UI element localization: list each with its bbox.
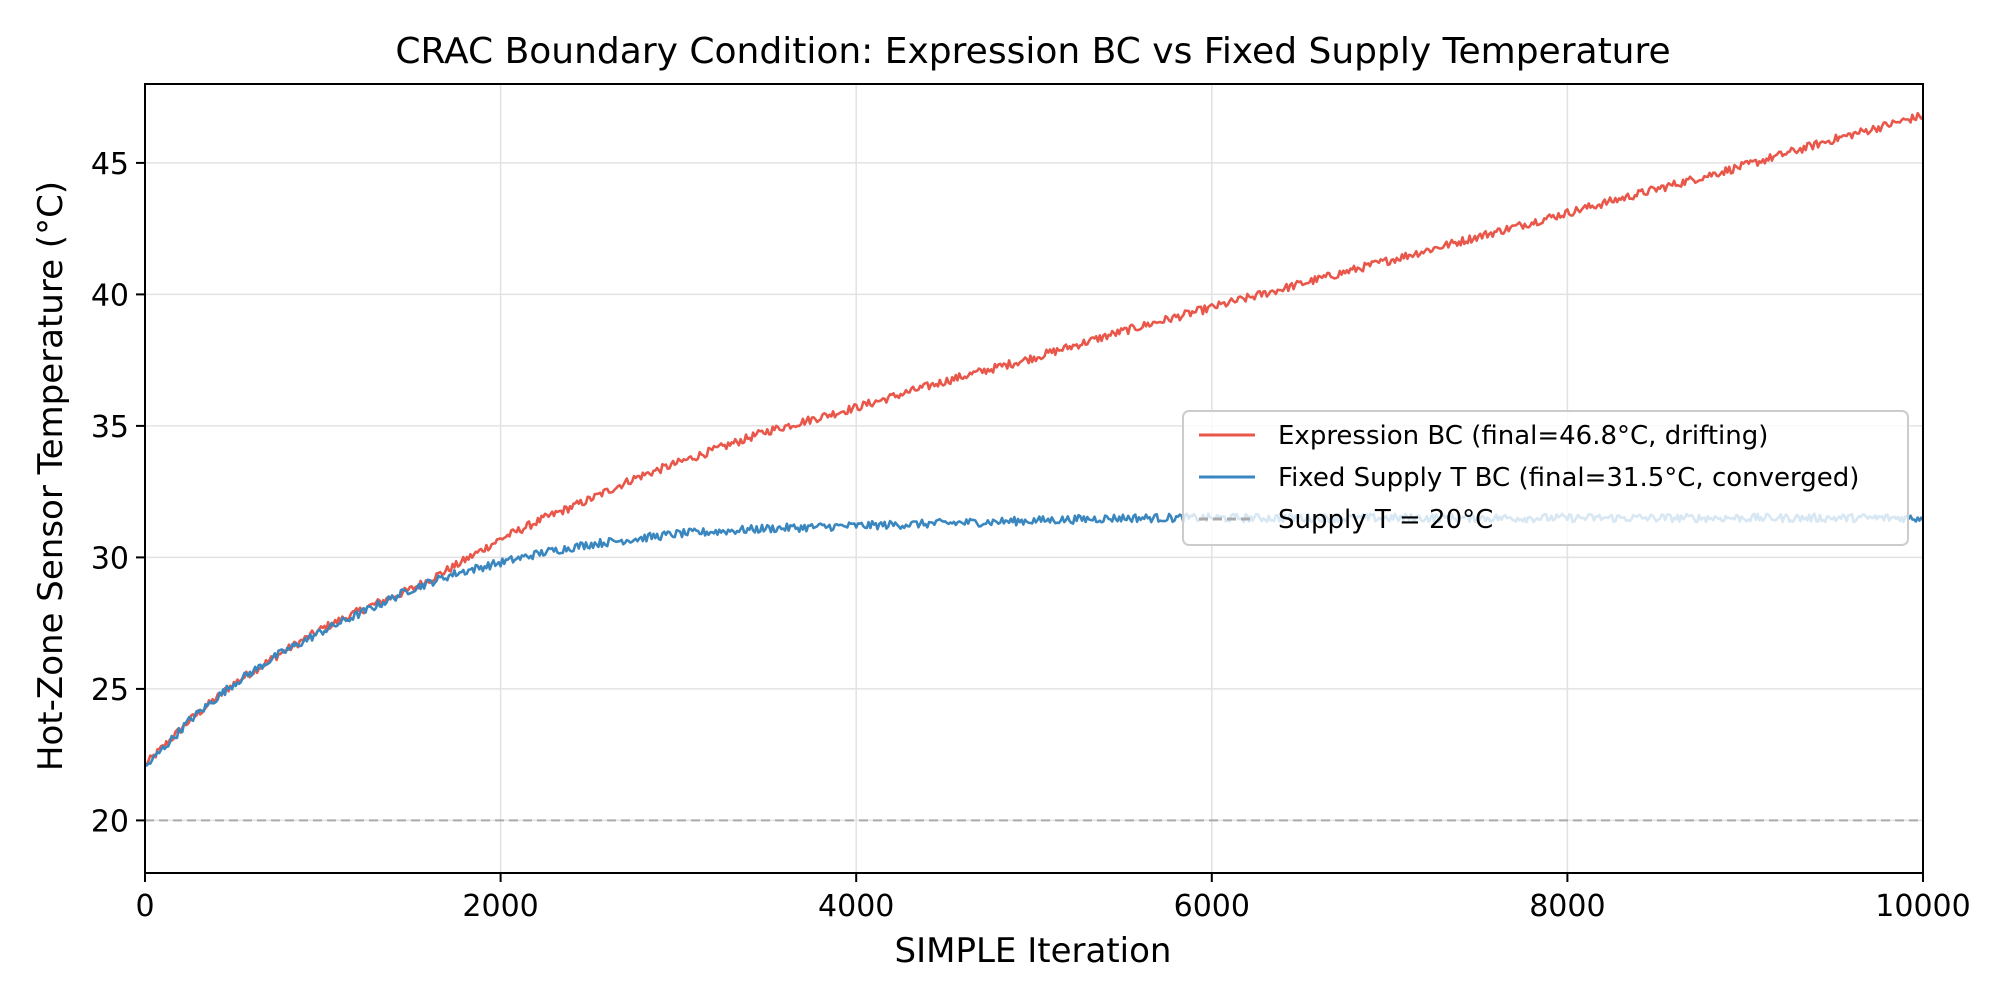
axis-ticks: 0 2000 4000 6000 8000 10000 20 25 30 35 40 45 [91, 147, 1971, 924]
x-tick-label: 8000 [1529, 889, 1605, 924]
x-axis-label: SIMPLE Iteration [895, 931, 1172, 971]
series-line [145, 111, 1923, 767]
legend-label: Expression BC (final=46.8°C, drifting) [1278, 421, 1768, 451]
x-tick-label: 6000 [1174, 889, 1250, 924]
chart-title: CRAC Boundary Condition: Expression BC v… [395, 31, 1670, 72]
y-tick-label: 20 [91, 804, 129, 839]
y-tick-label: 40 [91, 278, 129, 313]
x-tick-label: 2000 [462, 889, 538, 924]
x-tick-label: 4000 [818, 889, 894, 924]
y-tick-label: 30 [91, 541, 129, 576]
legend-entries: Expression BC (final=46.8°C, drifting) Fi… [1199, 421, 1859, 535]
y-tick-label: 45 [91, 147, 129, 182]
y-tick-label: 35 [91, 410, 129, 445]
x-tick-label: 10000 [1875, 889, 1970, 924]
plot-area-frame [144, 83, 1924, 874]
legend-label: Supply T = 20°C [1278, 505, 1493, 535]
y-tick-label: 25 [91, 673, 129, 708]
x-tick-label: 0 [135, 889, 154, 924]
legend-label: Fixed Supply T BC (final=31.5°C, converg… [1278, 463, 1859, 493]
y-axis-label: Hot-Zone Sensor Temperature (°C) [31, 181, 71, 771]
legend-box [1182, 410, 1909, 546]
legend: Expression BC (final=46.8°C, drifting) Fi… [1182, 410, 1909, 546]
